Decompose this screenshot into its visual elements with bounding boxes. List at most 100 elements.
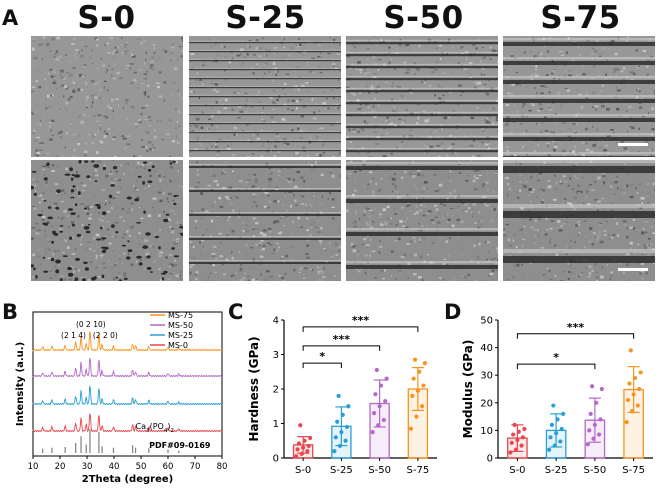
sem-grain <box>423 82 427 84</box>
sem-grain <box>424 144 427 147</box>
sem-grain <box>606 107 610 111</box>
data-point <box>295 447 300 452</box>
sem-grain <box>233 133 236 136</box>
sem-ridge-highlight <box>503 204 655 209</box>
sem-grain <box>62 77 66 80</box>
sem-grain <box>158 254 162 257</box>
sem-grain <box>559 182 564 185</box>
sem-grain <box>605 232 608 234</box>
sem-grain <box>447 218 451 222</box>
sem-grain <box>75 75 79 77</box>
sem-grain <box>482 57 484 60</box>
sem-groove <box>346 54 498 57</box>
data-point <box>294 454 299 459</box>
sem-grain <box>596 235 601 239</box>
sem-grain <box>60 130 63 133</box>
sem-grain <box>83 150 88 153</box>
sem-grain <box>176 54 179 57</box>
sem-grain <box>360 127 364 130</box>
sem-pore <box>165 213 170 216</box>
sem-grain <box>653 143 655 146</box>
sem-grain <box>136 166 138 169</box>
sem-grain <box>251 205 253 209</box>
sem-grain <box>359 257 361 261</box>
sem-grain <box>473 57 475 59</box>
sem-grain <box>610 236 614 239</box>
sem-grain <box>264 62 268 65</box>
sem-grain <box>46 221 50 224</box>
sem-grain <box>336 87 339 89</box>
sem-grain <box>249 266 253 269</box>
sem-grain <box>245 181 249 184</box>
sem-grain <box>195 278 198 281</box>
sem-grain <box>398 237 401 240</box>
sem-grain <box>230 143 233 146</box>
sem-grain <box>310 128 312 131</box>
sem-grain <box>211 136 215 139</box>
sem-grain <box>133 155 135 157</box>
sem-grain <box>59 108 61 110</box>
sem-grain <box>47 257 51 259</box>
sem-grain <box>130 263 134 266</box>
sem-grain <box>170 209 174 212</box>
sem-pore <box>72 185 76 188</box>
legend-label: MS-75 <box>168 311 193 320</box>
sem-grain <box>395 191 400 193</box>
sem-grain <box>135 81 137 84</box>
sem-grain <box>292 229 295 232</box>
sem-grain <box>531 66 533 68</box>
sem-grain <box>237 90 241 93</box>
sem-grain <box>531 191 534 193</box>
sem-grain <box>284 273 287 275</box>
sem-grain <box>641 244 643 248</box>
sem-grain <box>488 79 490 82</box>
sem-groove <box>346 90 498 93</box>
sem-grain <box>77 142 81 146</box>
sem-grain <box>390 275 392 277</box>
sem-grain <box>464 145 469 148</box>
sem-grain <box>246 156 250 157</box>
sem-grain <box>276 98 279 102</box>
sem-grain <box>562 135 564 138</box>
sem-pore <box>69 236 73 240</box>
sem-grain <box>542 124 546 127</box>
sem-grain <box>202 165 205 167</box>
sem-grain <box>404 226 409 229</box>
sem-grain <box>516 263 520 267</box>
sem-grain <box>419 242 421 243</box>
sem-grain <box>39 92 41 94</box>
sem-grain <box>208 38 210 41</box>
sem-grain <box>561 201 564 204</box>
sem-grain <box>290 38 293 40</box>
sem-grain <box>471 134 473 136</box>
sem-grain <box>115 262 117 264</box>
sem-grain <box>127 162 129 165</box>
sem-groove <box>346 150 498 153</box>
sem-pore <box>67 272 74 277</box>
sem-grain <box>95 50 99 53</box>
sem-grain <box>159 229 161 231</box>
sem-grain <box>49 277 53 279</box>
sem-grain <box>495 119 498 122</box>
sem-pore <box>62 255 68 257</box>
sem-grain <box>144 56 148 58</box>
sem-grain <box>565 70 567 72</box>
sem-grain <box>546 74 549 77</box>
sem-grain <box>300 194 303 197</box>
sem-grain <box>171 43 173 47</box>
sem-grain <box>394 240 397 242</box>
sem-grain <box>259 242 262 245</box>
sem-grain <box>81 49 83 51</box>
data-point <box>594 400 599 405</box>
sem-grain <box>269 96 273 99</box>
sem-grain <box>210 79 213 82</box>
sem-grain <box>441 38 443 40</box>
sem-grain <box>315 161 317 164</box>
sem-grain <box>252 217 257 219</box>
sem-pore <box>137 175 142 178</box>
sem-grain <box>224 45 226 48</box>
y-tick-label: 30 <box>480 371 493 382</box>
sem-grain <box>277 170 281 173</box>
sem-image-s-0-low-magnification <box>31 36 183 157</box>
sem-grain <box>644 221 648 223</box>
